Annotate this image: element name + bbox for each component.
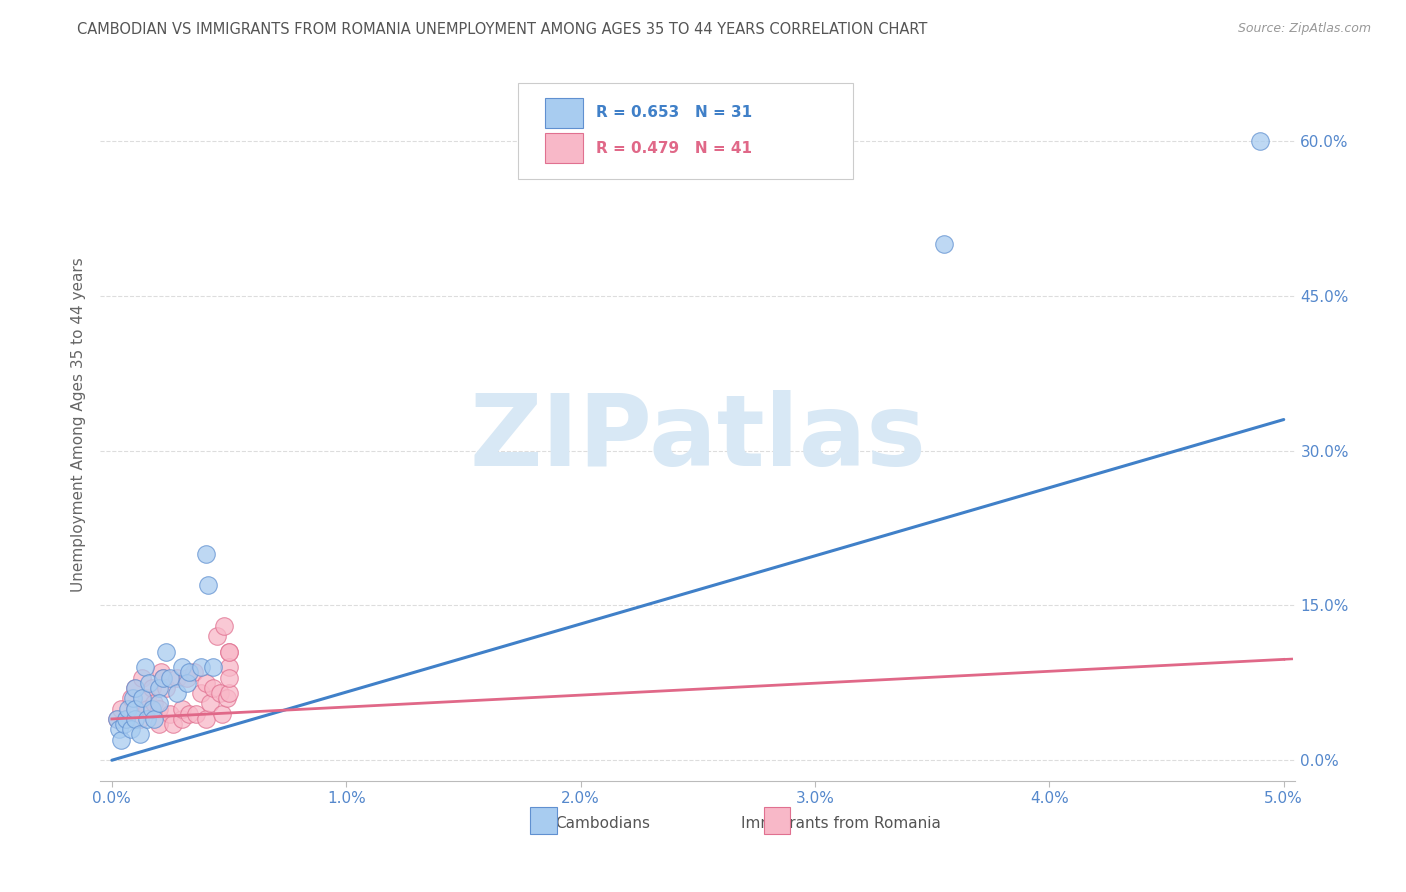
Text: R = 0.479   N = 41: R = 0.479 N = 41 — [596, 141, 752, 156]
Point — [155, 681, 177, 695]
Point — [124, 681, 146, 695]
Point — [155, 645, 177, 659]
Point — [143, 697, 166, 711]
Point — [110, 732, 132, 747]
Point — [194, 675, 217, 690]
Point — [129, 712, 152, 726]
Point — [162, 717, 184, 731]
Point — [148, 681, 170, 695]
Point — [183, 665, 205, 680]
Point — [166, 671, 188, 685]
Point — [197, 578, 219, 592]
Point — [152, 671, 174, 685]
Text: Immigrants from Romania: Immigrants from Romania — [741, 816, 941, 831]
Point — [136, 701, 159, 715]
Text: Cambodians: Cambodians — [555, 816, 650, 831]
Point — [152, 671, 174, 685]
Point — [148, 717, 170, 731]
FancyBboxPatch shape — [763, 807, 790, 834]
Point — [141, 701, 163, 715]
Point — [159, 671, 181, 685]
Point — [176, 671, 198, 685]
Point — [105, 712, 128, 726]
Point — [218, 660, 240, 674]
Point — [211, 706, 233, 721]
Point — [179, 706, 201, 721]
Point — [129, 727, 152, 741]
Text: ZIPatlas: ZIPatlas — [470, 391, 927, 487]
Point — [214, 619, 236, 633]
Text: R = 0.653   N = 31: R = 0.653 N = 31 — [596, 105, 752, 120]
Point — [115, 712, 138, 726]
Point — [141, 681, 163, 695]
Point — [112, 717, 135, 731]
Y-axis label: Unemployment Among Ages 35 to 44 years: Unemployment Among Ages 35 to 44 years — [72, 257, 86, 592]
Point — [124, 681, 146, 695]
Point — [186, 706, 208, 721]
FancyBboxPatch shape — [544, 98, 583, 128]
Point — [218, 671, 240, 685]
Point — [131, 671, 153, 685]
Point — [194, 547, 217, 561]
Point — [176, 675, 198, 690]
Point — [150, 665, 173, 680]
Point — [120, 691, 142, 706]
Point — [200, 697, 222, 711]
FancyBboxPatch shape — [544, 133, 583, 163]
FancyBboxPatch shape — [530, 807, 557, 834]
Point — [190, 686, 212, 700]
Point — [172, 712, 194, 726]
Text: Source: ZipAtlas.com: Source: ZipAtlas.com — [1237, 22, 1371, 36]
Point — [124, 701, 146, 715]
Point — [190, 660, 212, 674]
Point — [148, 697, 170, 711]
Text: CAMBODIAN VS IMMIGRANTS FROM ROMANIA UNEMPLOYMENT AMONG AGES 35 TO 44 YEARS CORR: CAMBODIAN VS IMMIGRANTS FROM ROMANIA UNE… — [77, 22, 928, 37]
Point — [120, 723, 142, 737]
Point — [110, 701, 132, 715]
Point — [108, 723, 131, 737]
Point — [218, 645, 240, 659]
Point — [136, 712, 159, 726]
Point — [124, 712, 146, 726]
Point — [201, 660, 224, 674]
Point — [105, 712, 128, 726]
Point — [179, 665, 201, 680]
FancyBboxPatch shape — [519, 83, 853, 179]
Point — [148, 701, 170, 715]
Point — [136, 691, 159, 706]
Point — [172, 701, 194, 715]
Point — [1249, 134, 1271, 148]
Point — [166, 686, 188, 700]
Point — [172, 660, 194, 674]
Point — [207, 629, 229, 643]
Point — [194, 712, 217, 726]
Point — [201, 681, 224, 695]
Point — [218, 686, 240, 700]
Point — [208, 686, 231, 700]
Point — [932, 237, 955, 252]
Point — [215, 691, 238, 706]
Point — [138, 675, 160, 690]
Point — [218, 645, 240, 659]
Point — [115, 712, 138, 726]
Point — [143, 712, 166, 726]
Point — [131, 691, 153, 706]
Point — [117, 701, 139, 715]
Point — [122, 691, 145, 706]
Point — [124, 701, 146, 715]
Point — [159, 706, 181, 721]
Point — [134, 660, 156, 674]
